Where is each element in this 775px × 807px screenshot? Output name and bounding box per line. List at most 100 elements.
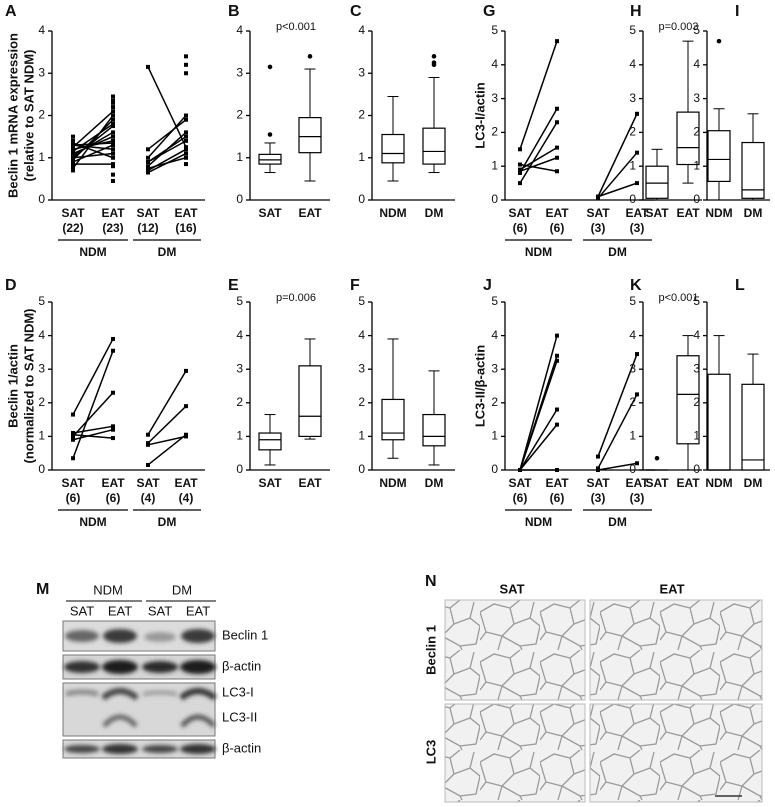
- y-tick-label: 4: [236, 23, 243, 37]
- box: [298, 365, 322, 437]
- x-tick-label: EAT: [101, 206, 125, 220]
- y-tick-label: 2: [693, 125, 700, 139]
- panel-letter: L: [735, 277, 745, 294]
- x-tick-label: SAT: [258, 476, 282, 490]
- box: [381, 133, 405, 164]
- data-point: [555, 169, 559, 174]
- micrograph: [444, 599, 586, 701]
- x-tick-label: NDM: [379, 476, 406, 490]
- data-point: [146, 432, 150, 437]
- box: [741, 141, 765, 199]
- x-tick-label: NDM: [705, 476, 732, 490]
- data-point: [555, 358, 559, 363]
- data-point: [71, 437, 75, 442]
- x-tick-label: EAT: [676, 476, 700, 490]
- sample-size: (6): [106, 491, 121, 505]
- y-tick-label: 1: [236, 150, 243, 164]
- y-tick-label: 2: [491, 125, 498, 139]
- data-point: [596, 194, 600, 199]
- data-point: [111, 178, 115, 183]
- data-point: [555, 407, 559, 412]
- row-label: LC3: [423, 740, 438, 765]
- pair-line: [519, 40, 558, 150]
- column-label: EAT: [659, 581, 684, 596]
- data-point: [635, 461, 639, 466]
- y-tick-label: 1: [629, 158, 636, 172]
- data-point: [184, 155, 188, 160]
- data-point: [71, 138, 75, 143]
- outlier: [431, 60, 437, 65]
- sample-size: (6): [66, 491, 81, 505]
- data-point: [111, 147, 115, 152]
- lane-label: SAT: [70, 603, 94, 618]
- y-tick-label: 3: [629, 361, 636, 375]
- data-point: [555, 422, 559, 427]
- pair-line: [147, 114, 187, 159]
- x-tick-label: EAT: [545, 206, 569, 220]
- box: [707, 373, 731, 471]
- data-point: [184, 432, 188, 437]
- y-axis-label: Beclin 1 mRNA expression: [5, 33, 20, 198]
- micrograph: [444, 703, 586, 803]
- outlier: [267, 64, 273, 70]
- x-tick-label: EAT: [298, 206, 322, 220]
- y-axis-label: LC3-II/β-actin: [472, 345, 487, 427]
- pair-line: [597, 152, 638, 199]
- lane-label: EAT: [108, 603, 132, 618]
- y-tick-label: 0: [491, 462, 498, 476]
- y-tick-label: 0: [38, 462, 45, 476]
- data-point: [518, 162, 522, 167]
- x-tick-label: SAT: [258, 206, 282, 220]
- data-point: [71, 157, 75, 162]
- panel-letter: I: [735, 3, 739, 20]
- panel-letter: B: [228, 3, 240, 20]
- pair-line: [147, 157, 187, 170]
- sample-size: (6): [550, 491, 565, 505]
- x-tick-label: EAT: [101, 476, 125, 490]
- sample-size: (23): [102, 221, 123, 235]
- y-tick-label: 1: [693, 158, 700, 172]
- y-axis-label: Beclin 1/actin: [5, 344, 20, 428]
- data-point: [555, 120, 559, 125]
- y-tick-label: 0: [38, 192, 45, 206]
- group-label: DM: [158, 245, 177, 259]
- data-point: [555, 39, 559, 44]
- group-label: DM: [158, 515, 177, 529]
- row-label: β-actin: [222, 740, 261, 755]
- y-tick-label: 4: [358, 328, 365, 342]
- data-point: [184, 54, 188, 59]
- pair-line: [72, 433, 114, 439]
- data-point: [111, 336, 115, 341]
- data-point: [71, 151, 75, 156]
- x-tick-label: EAT: [625, 476, 649, 490]
- data-point: [146, 168, 150, 173]
- sample-size: (4): [141, 491, 156, 505]
- sample-size: (6): [550, 221, 565, 235]
- sample-size: (3): [630, 491, 645, 505]
- pair-line: [597, 394, 638, 469]
- data-point: [184, 113, 188, 118]
- y-tick-label: 5: [629, 294, 636, 308]
- y-tick-label: 4: [491, 328, 498, 342]
- p-value: p=0.006: [276, 292, 316, 304]
- pair-line: [147, 119, 187, 150]
- data-point: [111, 113, 115, 118]
- data-point: [71, 412, 75, 417]
- pair-line: [597, 182, 638, 198]
- data-point: [146, 159, 150, 164]
- y-tick-label: 3: [38, 65, 45, 79]
- bands: [64, 660, 216, 674]
- bands: [65, 688, 217, 728]
- data-point: [184, 368, 188, 373]
- sample-size: (6): [513, 491, 528, 505]
- data-point: [111, 124, 115, 129]
- lane-label: SAT: [148, 603, 172, 618]
- y-tick-label: 1: [358, 429, 365, 443]
- data-point: [111, 109, 115, 114]
- y-tick-label: 5: [693, 23, 700, 37]
- data-point: [184, 162, 188, 167]
- x-tick-label: DM: [425, 476, 444, 490]
- panel-letter: E: [228, 277, 239, 294]
- y-tick-label: 1: [491, 429, 498, 443]
